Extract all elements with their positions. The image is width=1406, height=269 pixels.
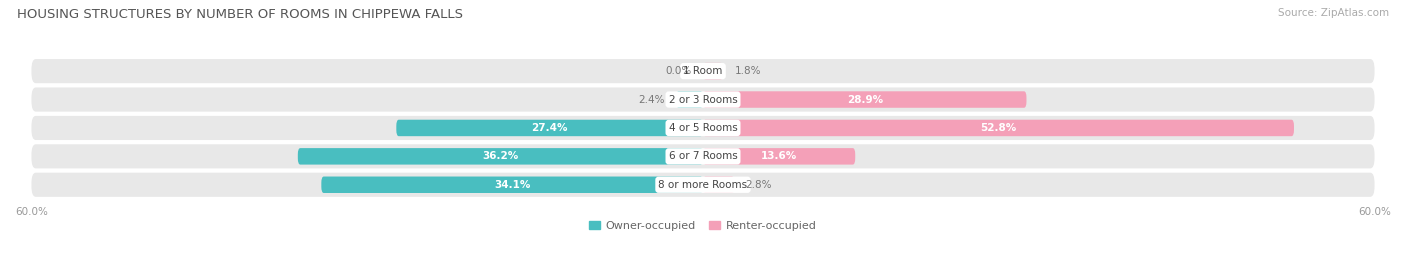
Text: 2.4%: 2.4% xyxy=(638,94,665,105)
FancyBboxPatch shape xyxy=(676,91,703,108)
Text: Source: ZipAtlas.com: Source: ZipAtlas.com xyxy=(1278,8,1389,18)
FancyBboxPatch shape xyxy=(703,176,734,193)
Text: 27.4%: 27.4% xyxy=(531,123,568,133)
Legend: Owner-occupied, Renter-occupied: Owner-occupied, Renter-occupied xyxy=(589,221,817,231)
Text: 0.0%: 0.0% xyxy=(665,66,692,76)
Text: HOUSING STRUCTURES BY NUMBER OF ROOMS IN CHIPPEWA FALLS: HOUSING STRUCTURES BY NUMBER OF ROOMS IN… xyxy=(17,8,463,21)
FancyBboxPatch shape xyxy=(703,63,723,79)
Text: 2 or 3 Rooms: 2 or 3 Rooms xyxy=(669,94,737,105)
FancyBboxPatch shape xyxy=(31,144,1375,168)
Text: 4 or 5 Rooms: 4 or 5 Rooms xyxy=(669,123,737,133)
FancyBboxPatch shape xyxy=(298,148,703,165)
FancyBboxPatch shape xyxy=(396,120,703,136)
Text: 1.8%: 1.8% xyxy=(734,66,761,76)
Text: 1 Room: 1 Room xyxy=(683,66,723,76)
Text: 13.6%: 13.6% xyxy=(761,151,797,161)
Text: 28.9%: 28.9% xyxy=(846,94,883,105)
Text: 34.1%: 34.1% xyxy=(494,180,530,190)
FancyBboxPatch shape xyxy=(31,173,1375,197)
FancyBboxPatch shape xyxy=(31,87,1375,112)
FancyBboxPatch shape xyxy=(31,116,1375,140)
Text: 6 or 7 Rooms: 6 or 7 Rooms xyxy=(669,151,737,161)
Text: 52.8%: 52.8% xyxy=(980,123,1017,133)
Text: 36.2%: 36.2% xyxy=(482,151,519,161)
FancyBboxPatch shape xyxy=(31,59,1375,83)
Text: 8 or more Rooms: 8 or more Rooms xyxy=(658,180,748,190)
FancyBboxPatch shape xyxy=(703,91,1026,108)
FancyBboxPatch shape xyxy=(703,148,855,165)
FancyBboxPatch shape xyxy=(322,176,703,193)
FancyBboxPatch shape xyxy=(703,120,1294,136)
Text: 2.8%: 2.8% xyxy=(745,180,772,190)
